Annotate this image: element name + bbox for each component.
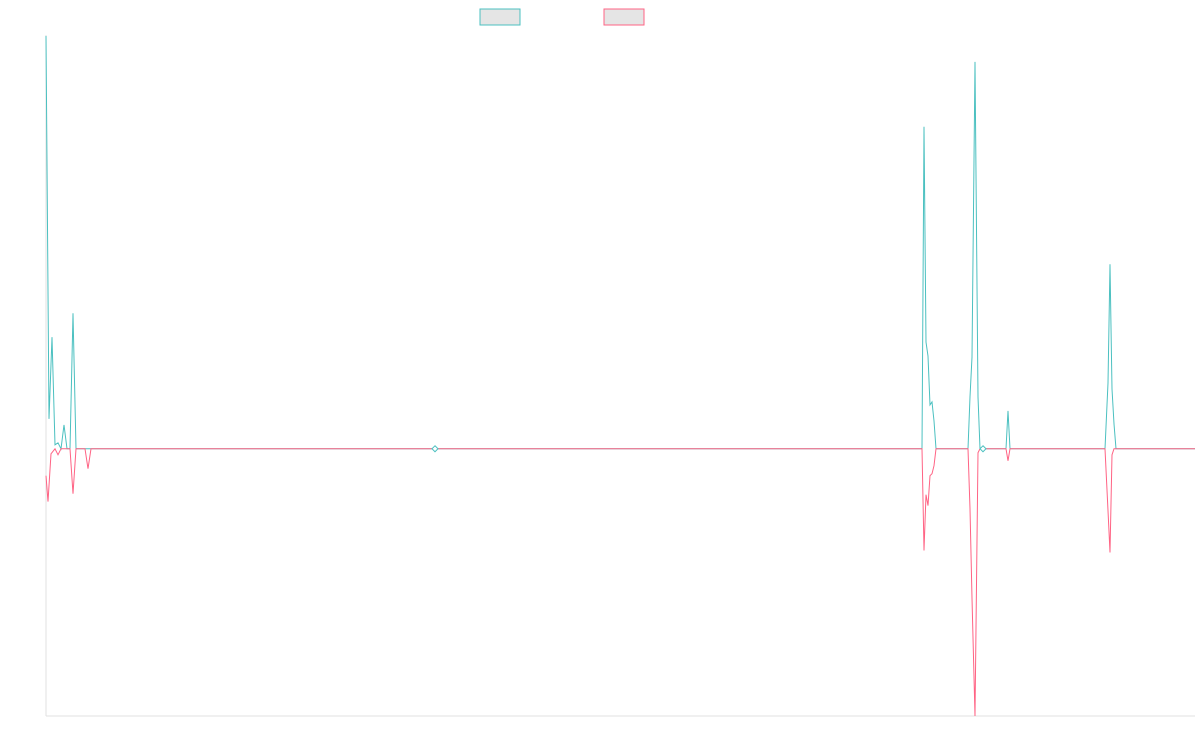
series-layer [45,35,1195,717]
legend[interactable] [479,8,645,26]
series-1-line [45,35,1195,451]
legend-swatch-1[interactable] [479,8,521,26]
series-2-line [45,447,1195,717]
legend-swatch-2[interactable] [603,8,645,26]
series-1-point-marker [979,445,987,453]
series-1-point-marker [431,445,439,453]
axes [45,35,1195,717]
